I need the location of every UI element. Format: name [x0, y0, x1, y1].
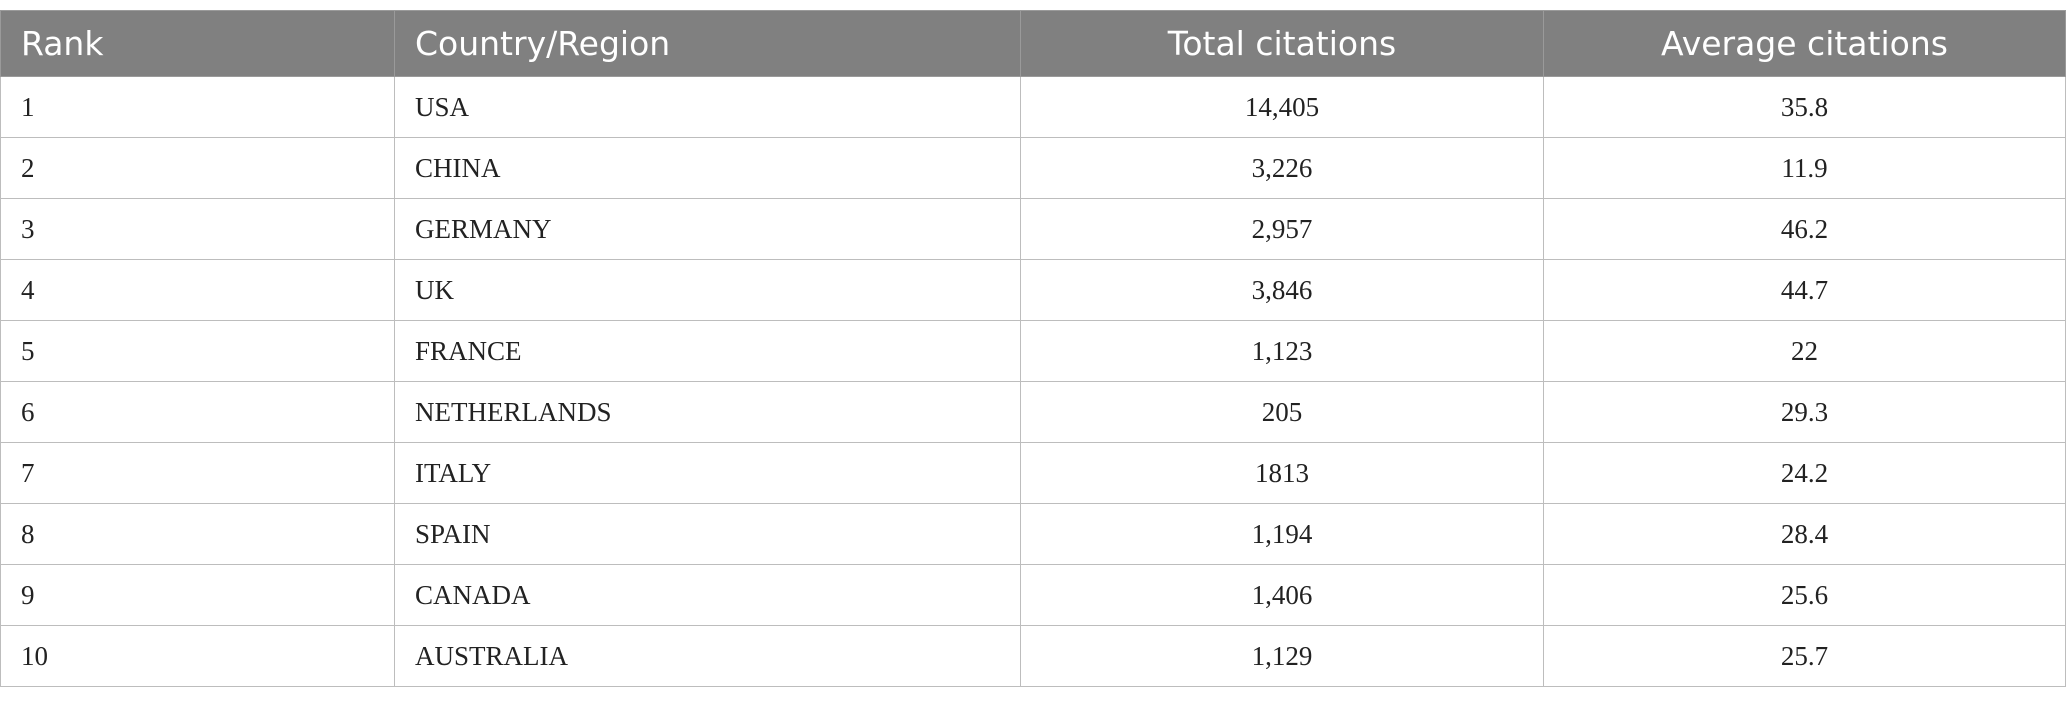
table-cell: AUSTRALIA: [394, 625, 1021, 687]
table-row: 2 CHINA 3,226 11.9: [0, 137, 2066, 199]
table-cell: GERMANY: [394, 198, 1021, 260]
table-cell: NETHERLANDS: [394, 381, 1021, 443]
table-cell: 1,123: [1020, 320, 1544, 382]
table-row: 10 AUSTRALIA 1,129 25.7: [0, 625, 2066, 687]
table-cell: 28.4: [1543, 503, 2066, 565]
table-row: 3 GERMANY 2,957 46.2: [0, 198, 2066, 260]
header-cell: Country/Region: [394, 10, 1021, 77]
table-cell: 8: [0, 503, 395, 565]
table-row: 1 USA 14,405 35.8: [0, 76, 2066, 138]
table-cell: USA: [394, 76, 1021, 138]
table-cell: 35.8: [1543, 76, 2066, 138]
table-cell: 29.3: [1543, 381, 2066, 443]
table-cell: 44.7: [1543, 259, 2066, 321]
table-cell: 2: [0, 137, 395, 199]
table-cell: 3,226: [1020, 137, 1544, 199]
table-cell: CHINA: [394, 137, 1021, 199]
table-cell: 25.7: [1543, 625, 2066, 687]
table-row: 6 NETHERLANDS 205 29.3: [0, 381, 2066, 443]
table-cell: 3: [0, 198, 395, 260]
table-cell: 1,406: [1020, 564, 1544, 626]
table-row: 9 CANADA 1,406 25.6: [0, 564, 2066, 626]
table-cell: 1,194: [1020, 503, 1544, 565]
table-cell: 4: [0, 259, 395, 321]
table-cell: 10: [0, 625, 395, 687]
table-row: 7 ITALY 1813 24.2: [0, 442, 2066, 504]
table-cell: 25.6: [1543, 564, 2066, 626]
header-cell: Average citations: [1543, 10, 2066, 77]
table-cell: CANADA: [394, 564, 1021, 626]
table-header: Rank Country/Region Total citations Average…: [0, 10, 2066, 77]
table-cell: 9: [0, 564, 395, 626]
table-row: 5 FRANCE 1,123 22: [0, 320, 2066, 382]
table-cell: 1: [0, 76, 395, 138]
table-cell: 46.2: [1543, 198, 2066, 260]
table-cell: 14,405: [1020, 76, 1544, 138]
table-body: 1 USA 14,405 35.8 2 CHINA 3,226 11.9 3 GERMANY 2,9…: [0, 76, 2066, 687]
table-cell: FRANCE: [394, 320, 1021, 382]
table-cell: 205: [1020, 381, 1544, 443]
citations-table: Rank Country/Region Total citations Average…: [0, 10, 2066, 687]
header-cell: Rank: [0, 10, 395, 77]
table-row: 8 SPAIN 1,194 28.4: [0, 503, 2066, 565]
table-cell: UK: [394, 259, 1021, 321]
table-cell: 5: [0, 320, 395, 382]
table-cell: 24.2: [1543, 442, 2066, 504]
table-cell: 3,846: [1020, 259, 1544, 321]
table-cell: SPAIN: [394, 503, 1021, 565]
table-cell: 6: [0, 381, 395, 443]
table-cell: 2,957: [1020, 198, 1544, 260]
header-row: Rank Country/Region Total citations Average…: [0, 10, 2066, 77]
table-cell: 22: [1543, 320, 2066, 382]
table-cell: ITALY: [394, 442, 1021, 504]
table-cell: 11.9: [1543, 137, 2066, 199]
header-cell: Total citations: [1020, 10, 1544, 77]
table-cell: 1813: [1020, 442, 1544, 504]
table-cell: 7: [0, 442, 395, 504]
table-cell: 1,129: [1020, 625, 1544, 687]
table-row: 4 UK 3,846 44.7: [0, 259, 2066, 321]
